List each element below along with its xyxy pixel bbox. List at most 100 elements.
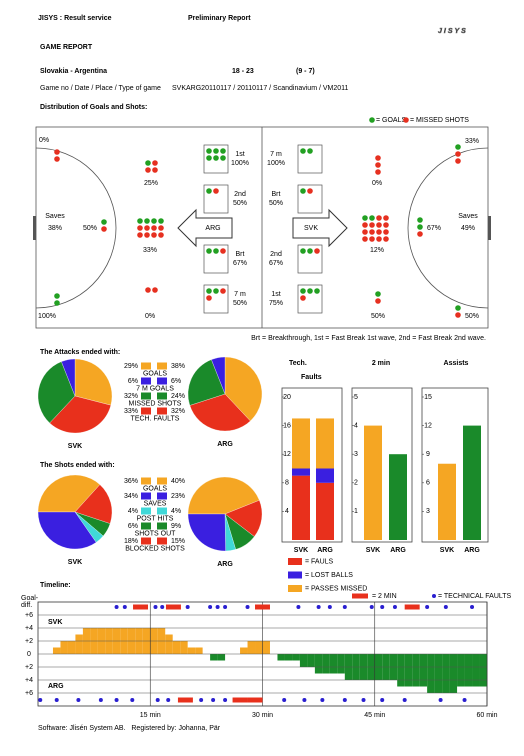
shot-dot xyxy=(314,288,320,294)
diff-bar xyxy=(472,654,480,687)
pie-slice xyxy=(37,511,97,550)
shot-dot xyxy=(417,231,423,237)
legend-value: 6% xyxy=(128,523,138,530)
shot-dot xyxy=(369,236,375,242)
diff-bar xyxy=(195,647,203,654)
breakdown-label: 2nd xyxy=(234,191,246,198)
x-tick-label: ARG xyxy=(464,547,480,554)
shot-dot xyxy=(213,155,219,161)
x-tick-label: 30 min xyxy=(252,712,273,719)
technical-fault xyxy=(392,605,397,609)
legend-category: BLOCKED SHOTS xyxy=(125,545,185,552)
technical-fault xyxy=(296,605,301,609)
shot-dot xyxy=(137,218,143,224)
zone-pct: 50% xyxy=(371,313,385,320)
y-tick-label: 4 xyxy=(354,422,358,429)
shot-dot xyxy=(362,222,368,228)
legend-value: 24% xyxy=(171,393,185,400)
diff-bar xyxy=(442,654,450,693)
shot-dot xyxy=(220,155,226,161)
y-tick-label: 0 xyxy=(27,651,31,658)
shot-dot xyxy=(383,229,389,235)
two-min-penalty xyxy=(247,697,263,703)
legend-value: 6% xyxy=(171,378,181,385)
technical-fault xyxy=(160,605,165,609)
bar-segment xyxy=(316,468,334,483)
breakdown-pct: 100% xyxy=(267,160,285,167)
goal-area-right xyxy=(407,147,489,309)
diff-bar xyxy=(284,654,293,661)
technical-fault xyxy=(282,698,287,702)
legend-label: = FAULS xyxy=(305,558,334,565)
pie-slice xyxy=(187,513,226,552)
legend-swatch xyxy=(141,477,151,485)
pie-slice xyxy=(224,356,263,422)
shot-dot xyxy=(144,232,150,238)
shot-dot xyxy=(383,222,389,228)
saves-pct: 49% xyxy=(461,225,475,232)
diff-bar xyxy=(434,654,443,693)
diff-bar xyxy=(60,641,68,654)
info-value: SVKARG20110117 / 20110117 / Scandinavium… xyxy=(172,85,349,92)
shot-dot xyxy=(376,236,382,242)
shot-dot xyxy=(375,298,381,304)
diff-bar xyxy=(412,654,420,687)
match-teams: Slovakia - Argentina xyxy=(40,68,107,75)
y-tick-label: 3 xyxy=(426,508,430,515)
diff-bar xyxy=(165,634,173,654)
pie-slice xyxy=(37,474,101,513)
diff-bar xyxy=(52,647,61,654)
zone-pct: 100% xyxy=(38,313,56,320)
technical-fault xyxy=(402,698,407,702)
y-tick-label: 2 xyxy=(354,480,358,487)
legend-swatch xyxy=(141,392,151,400)
y-tick-label: 16 xyxy=(283,422,291,429)
legend-goal-dot xyxy=(369,117,375,123)
two-min-penalty xyxy=(255,604,270,610)
y-axis-label: diff. xyxy=(21,602,32,609)
diff-bar xyxy=(337,654,345,674)
bar-segment xyxy=(292,475,310,540)
goal-right xyxy=(488,216,491,240)
legend-swatch xyxy=(157,477,167,485)
chart-frame xyxy=(351,387,413,543)
saves-label: Saves xyxy=(45,213,65,220)
bar-segment xyxy=(316,482,334,540)
shot-dot xyxy=(213,248,219,254)
breakdown-pct: 67% xyxy=(269,260,283,267)
legend-swatch xyxy=(157,537,167,545)
shot-dot xyxy=(54,300,60,306)
shot-dot xyxy=(455,305,461,311)
legend-miss-dot xyxy=(403,117,409,123)
bar xyxy=(364,425,382,540)
shot-dot xyxy=(101,219,107,225)
breakdown-label: 1st xyxy=(235,151,244,158)
shot-dot xyxy=(376,215,382,221)
x-tick-label: SVK xyxy=(294,547,308,554)
shot-dot xyxy=(455,151,461,157)
legend-category: SAVES xyxy=(144,500,167,507)
diff-bar xyxy=(240,647,248,654)
shot-dot xyxy=(383,215,389,221)
shot-dot xyxy=(144,225,150,231)
technical-fault xyxy=(438,698,443,702)
arrow-label: ARG xyxy=(205,225,220,232)
legend-swatch xyxy=(141,377,151,385)
diff-bar xyxy=(404,654,413,687)
shot-dot xyxy=(369,222,375,228)
breakdown-pct: 50% xyxy=(269,200,283,207)
breakdown-pct: 50% xyxy=(233,200,247,207)
legend-label: = LOST BALLS xyxy=(305,572,353,579)
diff-bar xyxy=(187,647,196,654)
zone-pct: 67% xyxy=(427,225,441,232)
legend-category: POST HITS xyxy=(137,515,174,522)
legend-category: GOALS xyxy=(143,370,167,377)
diff-bar xyxy=(397,654,405,687)
zone-pct: 25% xyxy=(144,180,158,187)
pie-slice xyxy=(187,476,260,515)
shot-dot xyxy=(362,236,368,242)
technical-fault xyxy=(114,698,119,702)
saves-pct: 38% xyxy=(48,225,62,232)
shot-dot xyxy=(455,144,461,150)
shot-dot xyxy=(383,236,389,242)
